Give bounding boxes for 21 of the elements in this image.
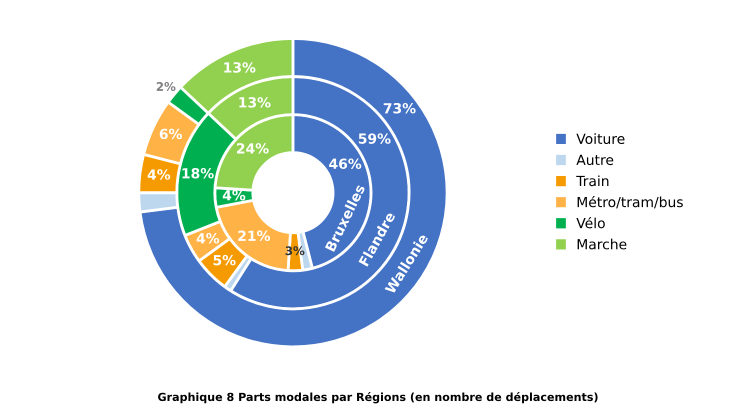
legend-label: Marche <box>578 238 626 250</box>
data-label: 2% <box>156 82 176 91</box>
data-label: 13% <box>224 62 256 73</box>
data-label: 24% <box>236 143 269 154</box>
data-label: 13% <box>239 97 271 108</box>
data-label: 73% <box>384 103 416 114</box>
data-label: 21% <box>238 230 270 242</box>
data-label: 18% <box>182 168 214 179</box>
data-label: 46% <box>329 158 362 169</box>
legend-label: Voiture <box>576 133 624 144</box>
data-label: 6% <box>160 128 182 140</box>
data-label: 5% <box>214 254 236 266</box>
data-label: 4% <box>148 169 170 180</box>
data-label: 4% <box>196 233 220 244</box>
text: Graphique 8 Parts modales par Régions (en nombre de déplacements) <box>158 392 598 404</box>
legend-label: Métro/tram/bus <box>578 196 683 208</box>
legend-label: Vélo <box>576 217 605 228</box>
data-label: 59% <box>358 133 391 144</box>
data-label: 4% <box>222 190 246 200</box>
legend-label: Train <box>576 175 608 186</box>
legend-label: Autre <box>576 154 614 166</box>
